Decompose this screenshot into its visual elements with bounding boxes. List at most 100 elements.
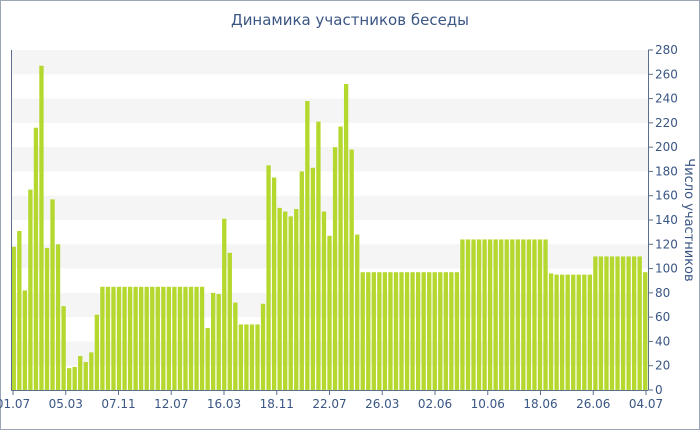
y-tick-labels: 0 20 40 60 80 100 120 140 160 180 200 220 240 260 280	[655, 43, 678, 397]
bar	[471, 239, 476, 390]
y-tick-label: 200	[655, 140, 678, 154]
bar	[415, 272, 421, 390]
bar	[454, 272, 460, 390]
y-axis-title: Число участников	[681, 158, 696, 281]
grid-band	[11, 50, 648, 75]
bar	[161, 286, 166, 390]
bar	[360, 272, 365, 390]
bar	[139, 286, 144, 390]
x-tick-label: 26.06	[576, 397, 610, 411]
x-tick-label: 07.11	[101, 397, 135, 411]
bar	[593, 256, 598, 390]
x-tick-label: 10.06	[471, 397, 505, 411]
bar	[199, 286, 205, 390]
bar	[33, 127, 39, 391]
bar	[620, 256, 626, 390]
y-tick-label: 80	[655, 286, 670, 300]
bar	[626, 256, 631, 390]
bar	[349, 149, 354, 390]
y-tick-label: 120	[655, 237, 678, 251]
bar	[499, 239, 504, 390]
bar	[343, 84, 349, 390]
x-tick-label: 05.03	[49, 397, 83, 411]
bar	[482, 239, 487, 390]
bar	[155, 286, 160, 390]
bar	[94, 314, 100, 390]
bar	[476, 239, 482, 390]
bar	[598, 256, 604, 390]
y-tick-label: 260	[655, 67, 678, 81]
x-tick-label: 12.07	[154, 397, 188, 411]
bar	[332, 147, 338, 390]
bar	[111, 286, 116, 390]
bar	[559, 274, 565, 390]
bar	[449, 272, 454, 390]
x-tick-label: 02.06	[418, 397, 452, 411]
bar	[493, 239, 498, 390]
x-tick-label: 16.03	[207, 397, 241, 411]
bar	[582, 274, 587, 390]
bar	[410, 272, 415, 390]
bar	[183, 286, 188, 390]
bar	[526, 239, 532, 390]
y-tick-label: 20	[655, 359, 670, 373]
bars	[11, 65, 648, 391]
chart-title: Динамика участников беседы	[230, 11, 470, 29]
bar	[631, 256, 637, 390]
bar	[105, 286, 111, 390]
bar	[537, 239, 543, 390]
bar	[150, 286, 155, 390]
bar	[321, 211, 327, 390]
bar	[100, 286, 105, 390]
grid-band	[11, 195, 648, 220]
x-tick-label: 18.11	[260, 397, 294, 411]
bar	[22, 290, 28, 390]
bar	[127, 286, 133, 390]
bar	[216, 294, 221, 390]
bar	[266, 165, 271, 390]
axes	[11, 49, 653, 395]
bar	[548, 273, 554, 390]
bar	[316, 121, 321, 390]
bar	[166, 286, 172, 390]
bar	[565, 274, 570, 390]
bar	[399, 272, 404, 390]
bar	[50, 199, 55, 390]
bar	[393, 272, 399, 390]
bar	[67, 368, 72, 390]
bar	[39, 65, 44, 390]
bar	[116, 286, 122, 390]
bar	[587, 274, 592, 390]
bar	[615, 256, 620, 390]
x-tick-label: 04.07	[629, 397, 663, 411]
x-tick-label: 22.07	[312, 397, 346, 411]
bar	[72, 366, 77, 390]
bar	[44, 247, 50, 390]
bar	[643, 272, 648, 390]
x-tick-label: 26.03	[365, 397, 399, 411]
bar	[122, 286, 127, 390]
grid-band	[11, 98, 648, 123]
bar	[255, 324, 260, 390]
bar	[144, 286, 149, 390]
bar	[310, 167, 316, 390]
bar	[371, 272, 376, 390]
bar	[576, 274, 581, 390]
bar	[487, 239, 493, 390]
bar	[277, 207, 282, 390]
bar	[260, 303, 266, 390]
y-tick-label: 100	[655, 262, 678, 276]
y-tick-label: 280	[655, 43, 678, 57]
bar	[271, 177, 277, 390]
x-tick-label: 18.06	[523, 397, 557, 411]
y-tick-label: 40	[655, 334, 670, 348]
bar	[571, 274, 576, 390]
bar	[188, 286, 194, 390]
bar	[327, 235, 332, 390]
y-tick-label: 0	[655, 383, 663, 397]
bar	[465, 239, 471, 390]
bar	[133, 286, 138, 390]
y-tick-label: 160	[655, 189, 678, 203]
bar	[510, 239, 515, 390]
